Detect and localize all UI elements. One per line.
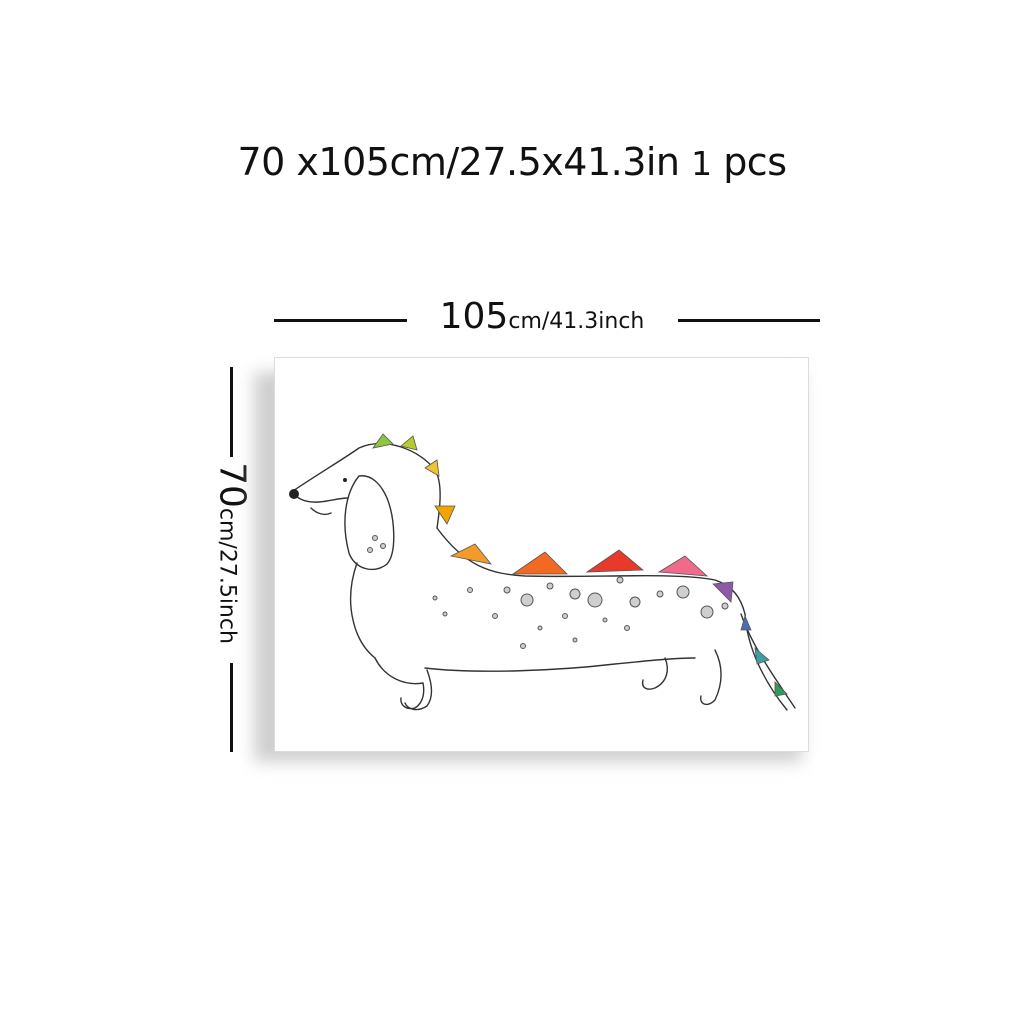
dachshund-dinosaur-illustration bbox=[289, 433, 796, 711]
height-dimension-line-bottom bbox=[230, 663, 233, 752]
height-dimension-label: 70cm/27.5inch bbox=[212, 462, 253, 644]
width-value: 105 bbox=[439, 296, 509, 337]
canvas-print bbox=[274, 357, 809, 752]
height-value: 70 bbox=[211, 462, 253, 508]
width-dimension-line-left bbox=[274, 319, 407, 322]
size-text: 70 x105cm/27.5x41.3in bbox=[237, 140, 692, 184]
height-dimension-line-top bbox=[230, 367, 233, 457]
height-unit: cm/27.5inch bbox=[214, 507, 240, 644]
width-dimension-line-right bbox=[678, 319, 820, 322]
quantity-unit: pcs bbox=[723, 140, 787, 184]
width-dimension-label: 105cm/41.3inch bbox=[412, 296, 672, 337]
quantity-number: 1 bbox=[691, 144, 712, 183]
width-unit: cm/41.3inch bbox=[508, 309, 645, 334]
product-size-title: 70 x105cm/27.5x41.3in 1 pcs bbox=[0, 140, 1024, 184]
